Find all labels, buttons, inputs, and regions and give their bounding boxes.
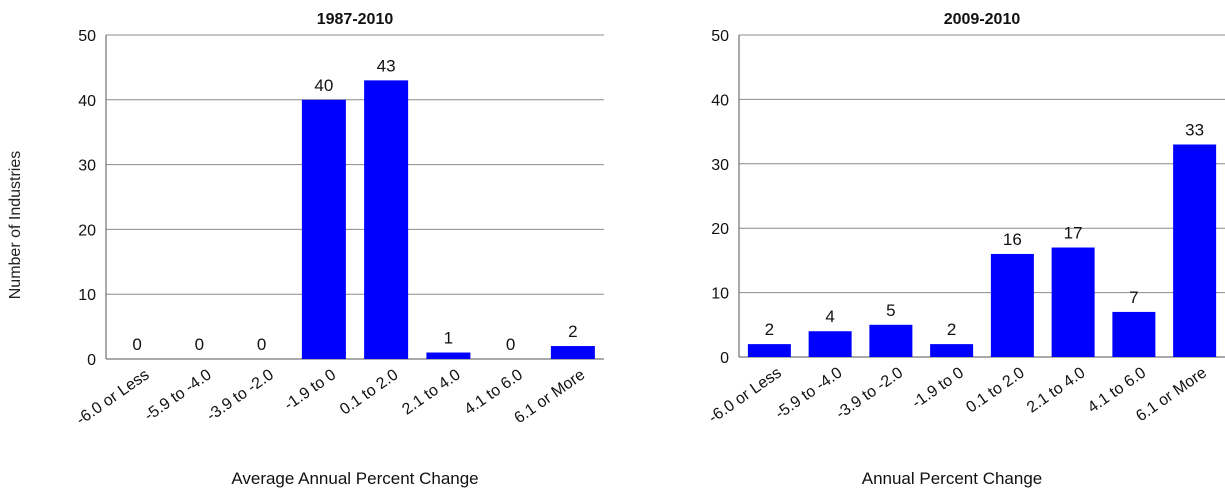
x-tick-label: -1.9 to 0	[909, 364, 967, 412]
bar	[747, 344, 791, 357]
data-label: 7	[1129, 288, 1138, 307]
bar	[1051, 247, 1095, 357]
data-label: 0	[506, 335, 515, 354]
x-tick-label: -5.9 to -4.0	[772, 364, 845, 422]
x-tick-label: -3.9 to -2.0	[204, 366, 277, 424]
x-axis-title: Average Annual Percent Change	[231, 469, 478, 488]
data-label: 2	[765, 320, 774, 339]
data-label: 0	[195, 335, 204, 354]
x-axis-title: Annual Percent Change	[862, 469, 1043, 488]
data-label: 1	[444, 329, 453, 348]
y-tick-label: 30	[711, 157, 729, 174]
bar	[869, 324, 913, 357]
bar	[364, 80, 409, 360]
y-tick-label: 20	[711, 221, 729, 238]
bar	[550, 346, 595, 359]
y-tick-label: 40	[78, 93, 96, 110]
x-tick-label: -6.0 or Less	[706, 364, 785, 426]
y-tick-label: 30	[78, 158, 96, 175]
data-label: 4	[825, 307, 834, 326]
y-axis-label: Number of Industries	[7, 150, 24, 300]
x-tick-label: -1.9 to 0	[281, 366, 339, 414]
x-tick-label: 6.1 or More	[511, 366, 588, 427]
chart-title: 2009-2010	[944, 11, 1021, 28]
bar	[808, 331, 852, 357]
bar	[990, 253, 1034, 357]
bar	[426, 352, 471, 359]
y-tick-label: 50	[711, 28, 729, 45]
data-label: 16	[1003, 230, 1022, 249]
bar	[301, 99, 346, 360]
data-label: 33	[1185, 120, 1204, 139]
y-tick-label: 40	[711, 92, 729, 109]
data-label: 40	[314, 76, 333, 95]
bar	[930, 344, 974, 357]
x-tick-label: 0.1 to 2.0	[337, 366, 401, 418]
y-tick-label: 10	[78, 287, 96, 304]
x-tick-label: -6.0 or Less	[73, 366, 152, 428]
data-label: 17	[1064, 224, 1083, 243]
y-tick-label: 0	[87, 352, 96, 369]
y-tick-label: 10	[711, 286, 729, 303]
x-tick-label: -3.9 to -2.0	[833, 364, 906, 422]
x-tick-label: -5.9 to -4.0	[142, 366, 215, 424]
y-tick-label: 50	[78, 28, 96, 45]
data-label: 2	[947, 320, 956, 339]
x-tick-label: 2.1 to 4.0	[399, 366, 463, 418]
bar	[1112, 311, 1156, 357]
data-label: 2	[568, 322, 577, 341]
x-tick-label: 0.1 to 2.0	[963, 364, 1027, 416]
chart-title: 1987-2010	[317, 11, 394, 28]
data-label: 0	[132, 335, 141, 354]
y-tick-label: 0	[720, 350, 729, 367]
data-label: 43	[377, 56, 396, 75]
y-tick-label: 20	[78, 222, 96, 239]
bar	[1173, 144, 1217, 357]
data-label: 5	[886, 301, 895, 320]
data-label: 0	[257, 335, 266, 354]
x-tick-label: 2.1 to 4.0	[1024, 364, 1088, 416]
